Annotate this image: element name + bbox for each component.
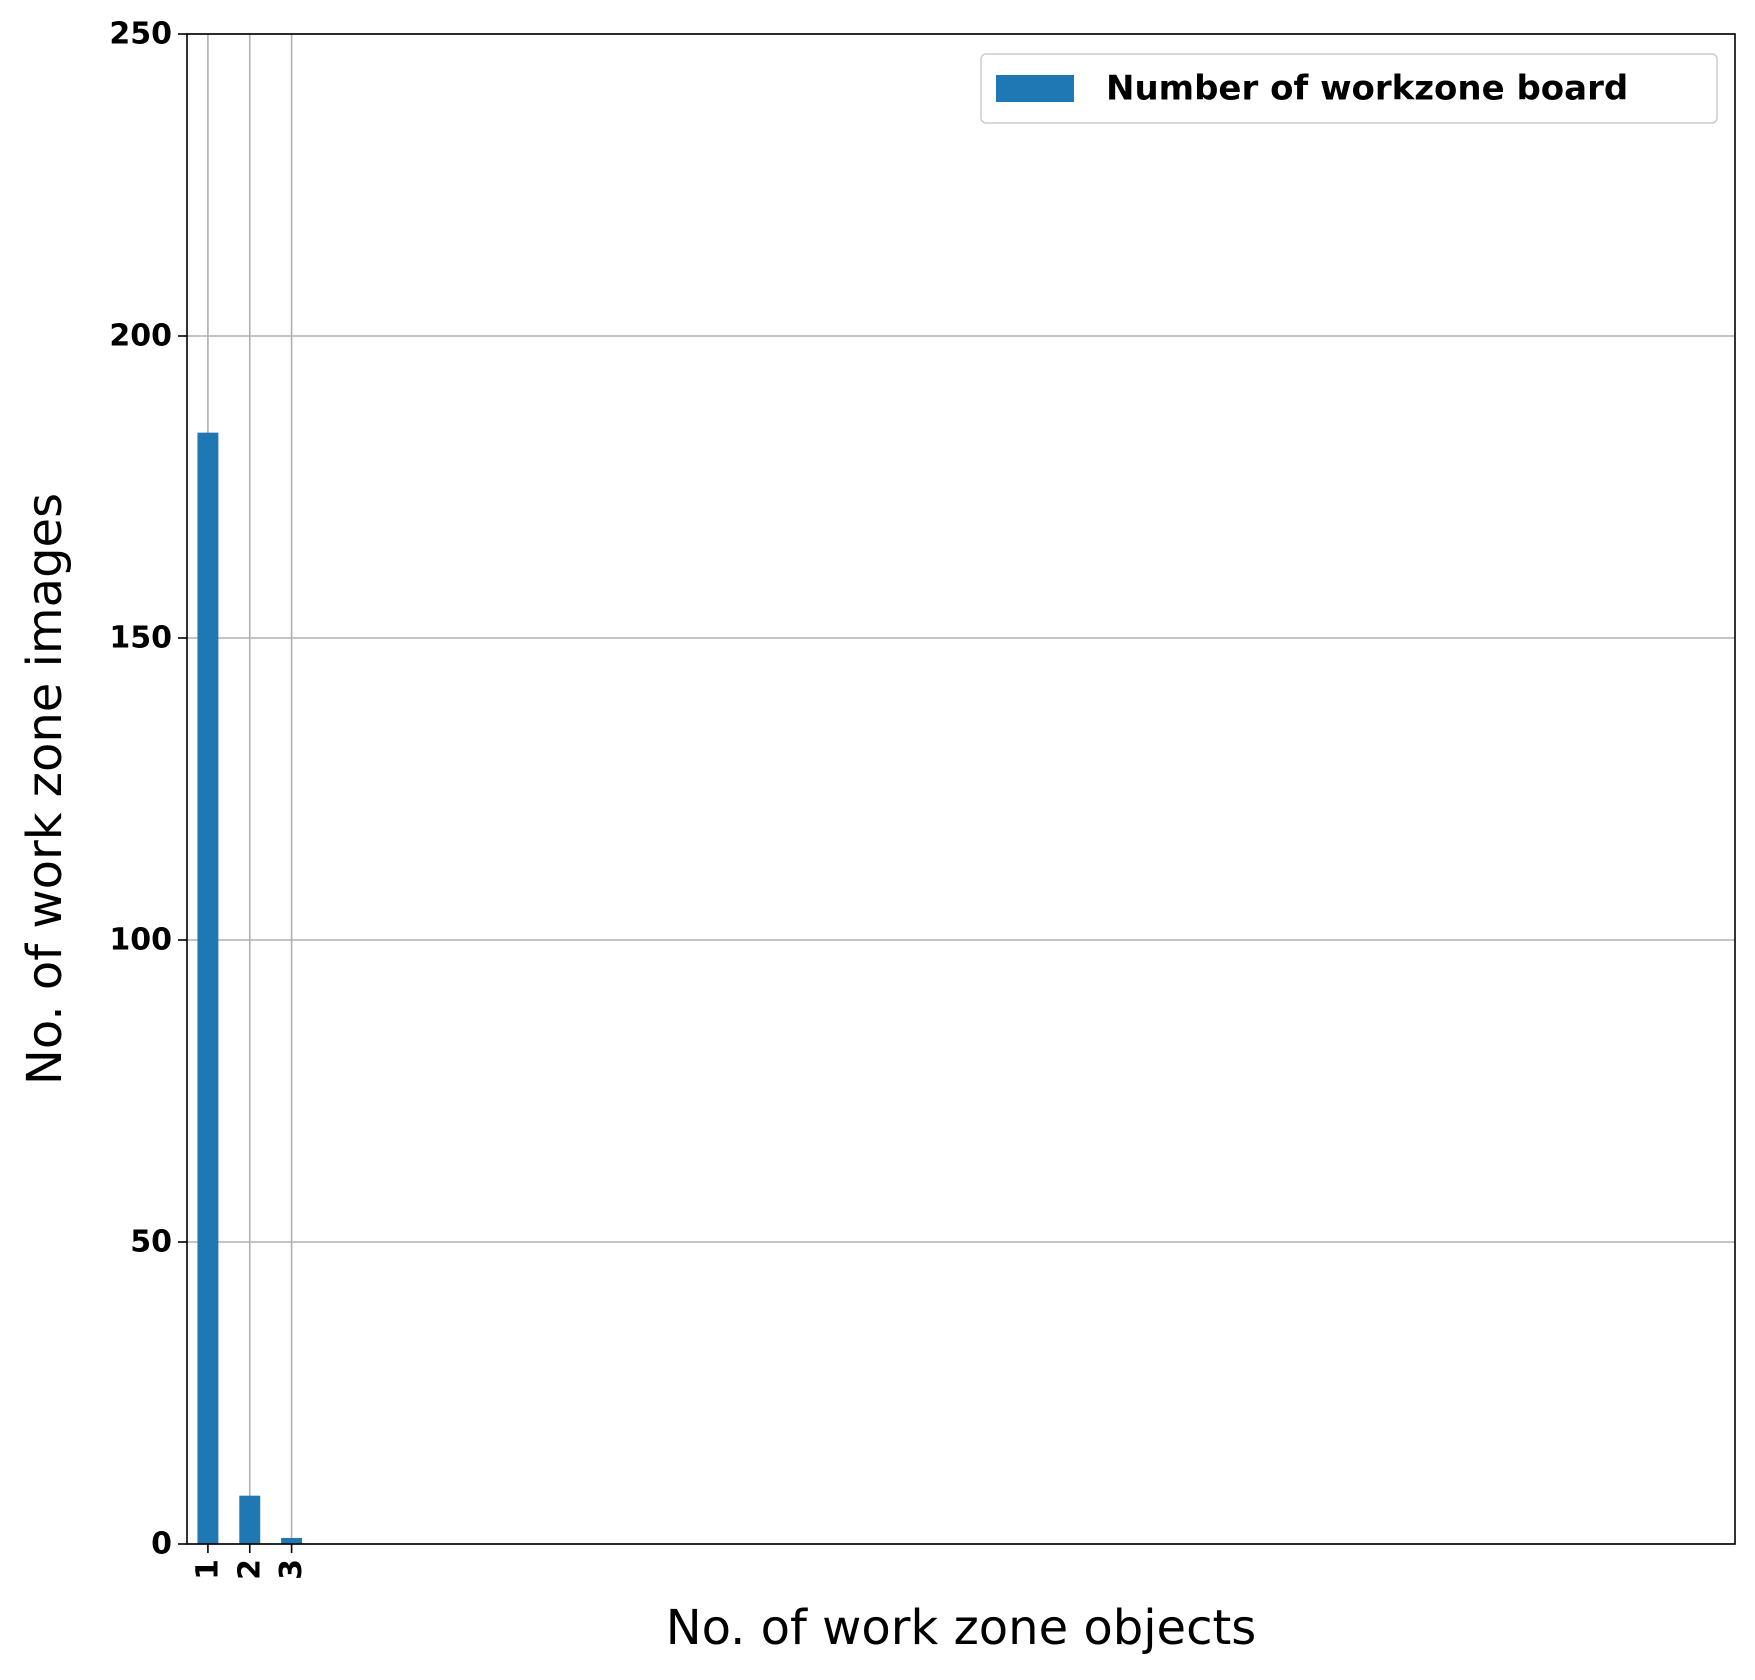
legend-box [980,53,1718,124]
plot-frame [186,33,1736,1545]
y-tick-label: 150 [109,621,172,656]
y-tick-label: 250 [109,17,172,52]
y-tick-label: 200 [109,319,172,354]
ticks-layer: 0 50 100 150 200 250 1 2 3 [109,17,309,1580]
x-tick-label: 1 [190,1559,225,1580]
legend-swatch [996,75,1074,102]
bar [239,1495,261,1544]
y-tick-label: 100 [109,923,172,958]
bar [281,1537,303,1544]
x-tick-label: 2 [232,1559,267,1580]
x-tick-label: 3 [274,1559,309,1580]
bar [197,432,219,1544]
grid-layer [187,33,1735,1545]
x-axis-label: No. of work zone objects [666,1600,1257,1656]
legend: Number of workzone board [980,53,1718,124]
y-axis-label: No. of work zone images [17,493,73,1085]
bars-layer [197,432,303,1544]
legend-label: Number of workzone board [1106,69,1628,109]
y-tick-label: 0 [151,1527,172,1562]
y-tick-label: 50 [130,1225,172,1260]
